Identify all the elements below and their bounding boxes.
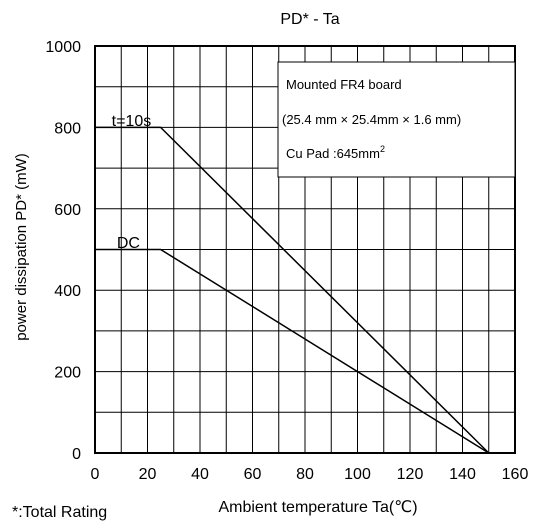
series-labels: t=10s DC: [112, 113, 152, 252]
y-axis-label: power dissipation PD* (mW): [13, 153, 30, 341]
series-label: t=10s: [112, 113, 152, 130]
annotation-line-3: Cu Pad :645mm2: [286, 144, 385, 161]
footnote: *:Total Rating: [12, 504, 107, 521]
y-tick-label: 200: [54, 365, 81, 382]
tick-labels: 0 20 40 60 80 100 120 140 160 0 200 400 600 800 1000: [45, 39, 528, 483]
series-line: [95, 126, 490, 454]
annotation-line-3-sup: 2: [380, 144, 385, 154]
annotation-line-3-text: Cu Pad :645mm: [286, 146, 380, 161]
annotation-line-2: (25.4 mm × 25.4mm × 1.6 mm): [282, 112, 461, 127]
x-tick-label: 80: [296, 466, 314, 483]
y-tick-label: 0: [72, 446, 81, 463]
x-axis-label: Ambient temperature Ta(℃): [218, 499, 417, 516]
series-line: [95, 248, 490, 454]
y-tick-label: 400: [54, 283, 81, 300]
series-lines: [95, 126, 490, 454]
annotation-frame: [277, 61, 516, 178]
x-tick-label: 100: [344, 466, 371, 483]
series-label: DC: [117, 235, 140, 252]
annotation-line-1: Mounted FR4 board: [286, 77, 402, 92]
annotation-box: Mounted FR4 board (25.4 mm × 25.4mm × 1.…: [277, 61, 516, 178]
x-tick-label: 20: [139, 466, 157, 483]
x-tick-label: 160: [502, 466, 529, 483]
y-tick-label: 600: [54, 202, 81, 219]
x-tick-label: 0: [91, 466, 100, 483]
x-tick-label: 40: [191, 466, 209, 483]
y-tick-label: 800: [54, 120, 81, 137]
x-tick-label: 140: [449, 466, 476, 483]
plot-frame: [94, 45, 516, 454]
y-tick-label: 1000: [45, 39, 81, 56]
chart-title: PD* - Ta: [280, 11, 339, 28]
x-tick-label: 60: [244, 466, 262, 483]
x-tick-label: 120: [397, 466, 424, 483]
